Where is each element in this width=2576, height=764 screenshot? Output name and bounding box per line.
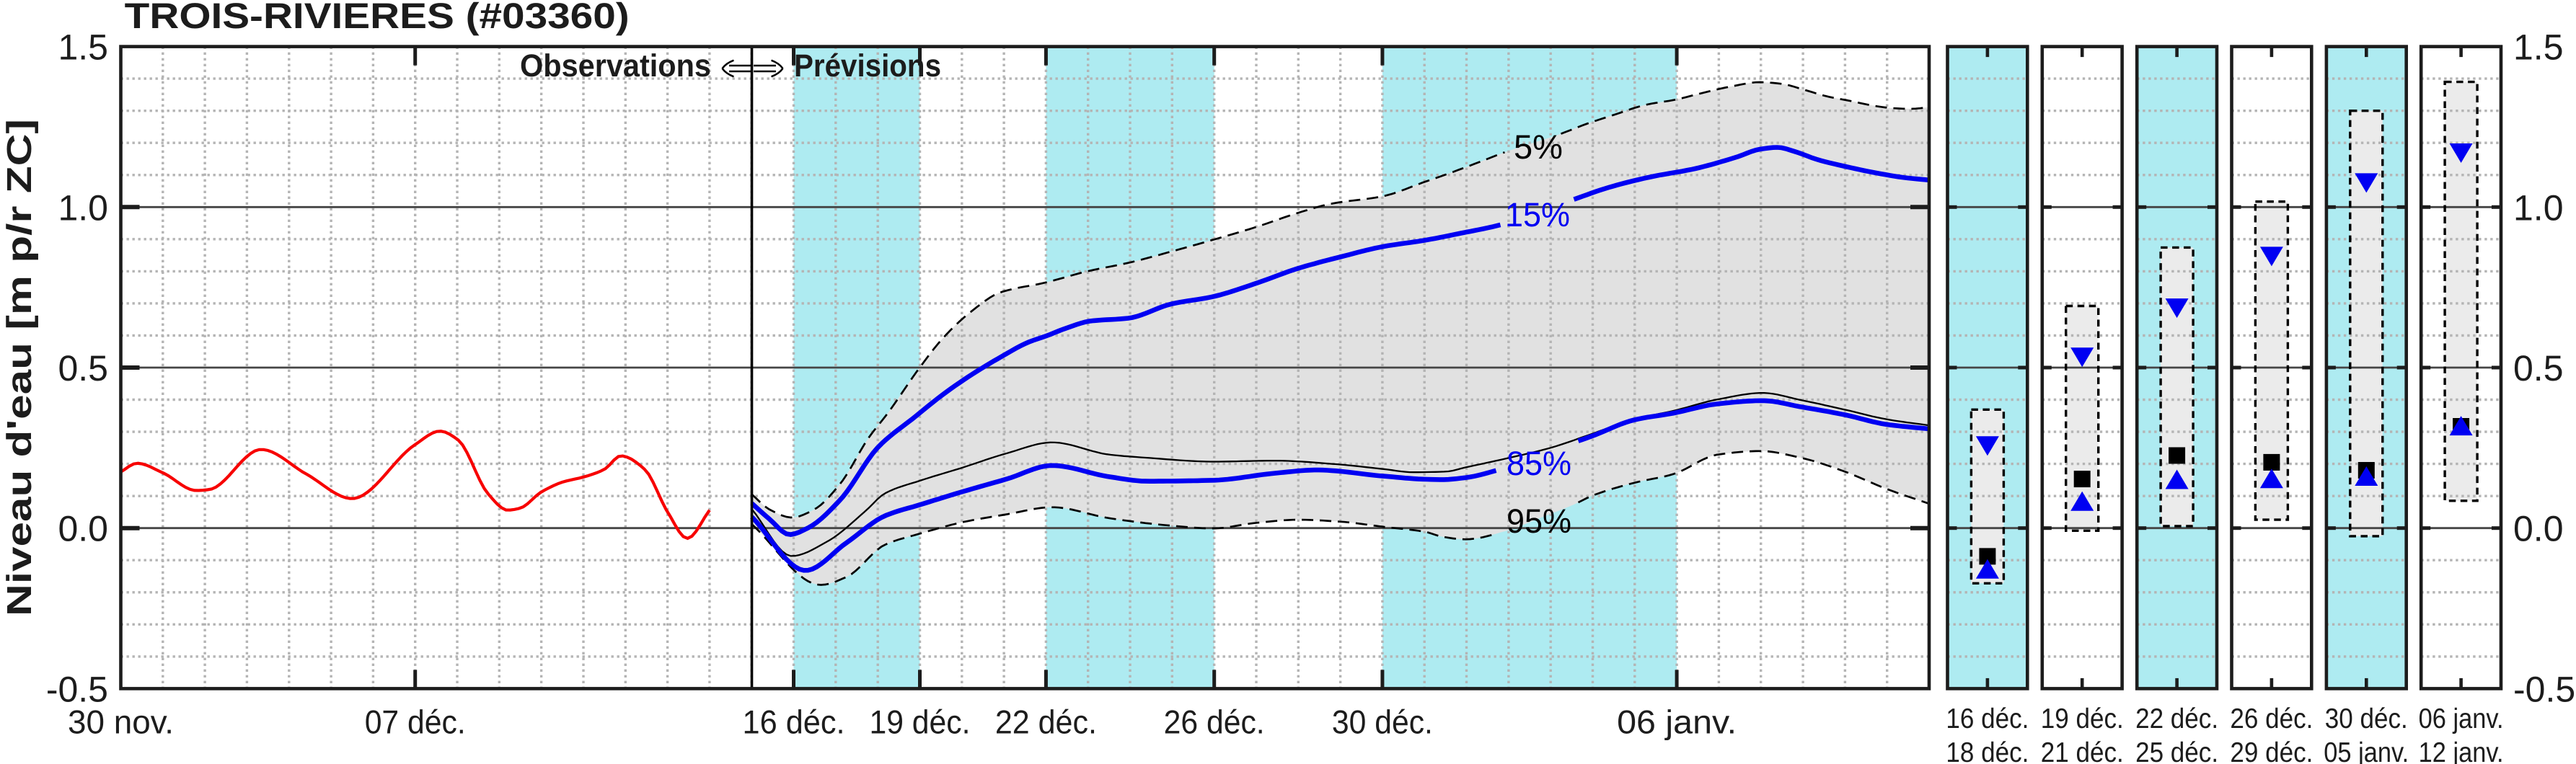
svg-text:05 janv.: 05 janv. <box>2324 737 2409 764</box>
svg-text:26 déc.: 26 déc. <box>1164 703 1265 740</box>
svg-text:30 nov.: 30 nov. <box>68 703 174 740</box>
svg-text:Observations: Observations <box>520 48 711 84</box>
svg-text:5%: 5% <box>1514 128 1563 166</box>
svg-text:0.5: 0.5 <box>58 348 108 388</box>
svg-text:15%: 15% <box>1505 195 1570 234</box>
svg-text:-0.5: -0.5 <box>46 669 108 709</box>
svg-text:16 déc.: 16 déc. <box>1946 703 2029 734</box>
svg-text:0.5: 0.5 <box>2513 348 2564 388</box>
svg-text:25 déc.: 25 déc. <box>2135 737 2218 764</box>
svg-text:TROIS-RIVIERES (#03360): TROIS-RIVIERES (#03360) <box>125 0 630 36</box>
svg-text:16 déc.: 16 déc. <box>743 703 845 740</box>
svg-text:Niveau d'eau [m p/r ZC]: Niveau d'eau [m p/r ZC] <box>1 119 39 616</box>
svg-text:Prévisions: Prévisions <box>794 48 941 84</box>
svg-text:18 déc.: 18 déc. <box>1946 737 2029 764</box>
svg-text:1.5: 1.5 <box>58 27 108 68</box>
svg-text:30 déc.: 30 déc. <box>2325 703 2408 734</box>
svg-text:26 déc.: 26 déc. <box>2230 703 2313 734</box>
svg-text:29 déc.: 29 déc. <box>2230 737 2313 764</box>
svg-text:12 janv.: 12 janv. <box>2419 737 2504 764</box>
svg-text:85%: 85% <box>1507 444 1571 482</box>
svg-text:06 janv.: 06 janv. <box>2419 703 2504 734</box>
svg-text:06 janv.: 06 janv. <box>1617 703 1737 740</box>
svg-text:30 déc.: 30 déc. <box>1332 703 1433 740</box>
svg-text:1.0: 1.0 <box>58 187 108 228</box>
svg-text:19 déc.: 19 déc. <box>869 703 970 740</box>
svg-text:21 déc.: 21 déc. <box>2041 737 2124 764</box>
svg-text:1.5: 1.5 <box>2513 27 2564 68</box>
svg-text:07 déc.: 07 déc. <box>365 703 466 740</box>
svg-text:19 déc.: 19 déc. <box>2041 703 2124 734</box>
svg-text:95%: 95% <box>1507 502 1571 540</box>
svg-text:-0.5: -0.5 <box>2513 669 2575 709</box>
svg-text:1.0: 1.0 <box>2513 187 2564 228</box>
svg-text:0.0: 0.0 <box>2513 509 2564 549</box>
svg-text:0.0: 0.0 <box>58 509 108 549</box>
svg-text:22 déc.: 22 déc. <box>995 703 1097 740</box>
svg-text:22 déc.: 22 déc. <box>2135 703 2218 734</box>
